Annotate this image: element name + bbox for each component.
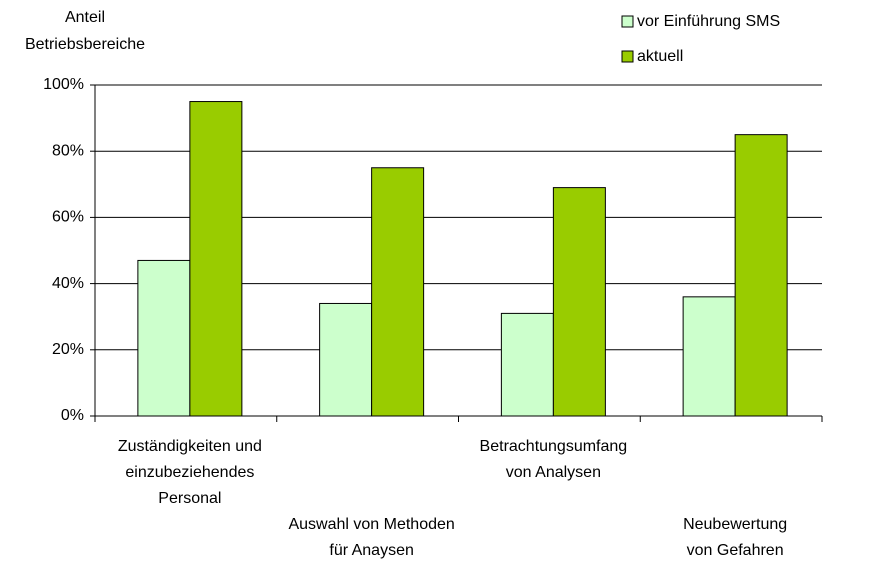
bar: [189, 101, 243, 417]
y-axis-label: Anteil Betriebsbereiche: [25, 9, 145, 53]
bar: [319, 302, 373, 417]
x-tick-label: Betrachtungsumfang von Analysen: [480, 438, 628, 481]
y-tick-label: 20%: [52, 341, 84, 358]
x-tick-label: Zuständigkeiten und einzubeziehendes Perso…: [118, 438, 262, 507]
bar: [682, 296, 736, 417]
y-tick-label: 60%: [52, 209, 84, 226]
y-tick-label: 100%: [43, 76, 84, 93]
bar: [371, 167, 425, 417]
legend-swatch: [621, 50, 634, 63]
legend-label: vor Einführung SMS: [637, 13, 780, 30]
bar: [137, 259, 191, 417]
bar: [734, 134, 788, 417]
x-tick-label: Auswahl von Methoden für Anaysen: [288, 516, 454, 559]
y-tick-label: 80%: [52, 142, 84, 159]
y-tick-label: 0%: [61, 407, 84, 424]
legend-label: aktuell: [637, 48, 683, 65]
x-tick-label: Neubewertung von Gefahren: [683, 516, 787, 559]
bar: [552, 187, 606, 417]
legend-swatch: [621, 15, 634, 28]
bar: [500, 312, 554, 417]
y-tick-label: 40%: [52, 275, 84, 292]
